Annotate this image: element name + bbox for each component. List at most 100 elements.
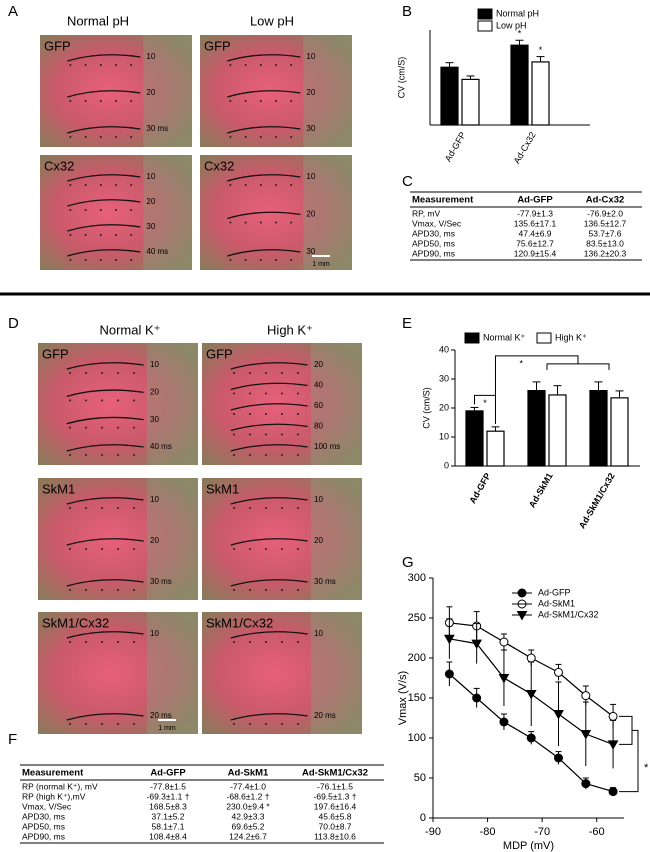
electrode bbox=[281, 372, 283, 374]
marker bbox=[608, 711, 618, 721]
table-cell: 136.2±20.3 bbox=[584, 248, 627, 258]
electrode bbox=[130, 259, 133, 261]
electrode bbox=[101, 372, 103, 374]
bar bbox=[486, 430, 505, 467]
y-tick-label: 150 bbox=[408, 692, 426, 704]
electrode bbox=[133, 589, 135, 591]
bar bbox=[461, 78, 480, 126]
electrode bbox=[265, 641, 267, 643]
table-cell: 69.6±5.2 bbox=[231, 821, 264, 831]
table-header: Measurement bbox=[22, 768, 84, 779]
electrode bbox=[85, 426, 87, 429]
electrode bbox=[265, 589, 267, 591]
legend-swatch bbox=[464, 332, 480, 344]
table-cell: RP (normal K⁺), mV bbox=[22, 781, 98, 791]
panel-label: B bbox=[402, 3, 412, 20]
electrode bbox=[133, 426, 135, 429]
isochrone-label: 80 bbox=[314, 422, 323, 431]
y-tick-label: 0 bbox=[444, 460, 449, 470]
column-title: Normal pH bbox=[67, 13, 129, 28]
x-axis-label: MDP (mV) bbox=[503, 840, 554, 852]
electrode bbox=[115, 184, 117, 186]
electrode bbox=[115, 100, 117, 102]
photo-label: Cx32 bbox=[44, 158, 74, 173]
y-axis-label: Vmax (V/s) bbox=[397, 671, 409, 725]
isochrone bbox=[67, 174, 141, 182]
photo-label: GFP bbox=[44, 38, 71, 53]
isochrone bbox=[227, 126, 301, 134]
table-cell: -69.5±1.3 † bbox=[314, 791, 357, 801]
electrode bbox=[99, 136, 102, 138]
isochrone-label: 20 bbox=[150, 536, 159, 545]
isochrone bbox=[230, 538, 308, 546]
photo-label: SkM1/Cx32 bbox=[206, 615, 273, 630]
electrode bbox=[101, 399, 103, 402]
y-tick-label: 30 bbox=[439, 373, 449, 383]
panel-label: A bbox=[8, 3, 18, 20]
electrode bbox=[69, 209, 72, 211]
table-cell: RP (high K⁺),mV bbox=[22, 791, 86, 801]
photo-label: GFP bbox=[204, 38, 231, 53]
electrode bbox=[101, 589, 103, 591]
electrode bbox=[130, 64, 133, 66]
electrode bbox=[297, 589, 299, 591]
electrode bbox=[84, 64, 87, 66]
marker bbox=[498, 674, 510, 684]
table-cell: APD50, ms bbox=[22, 821, 65, 831]
electrode bbox=[229, 136, 232, 138]
isochrone bbox=[230, 444, 308, 452]
electrode bbox=[281, 507, 283, 509]
marker bbox=[525, 690, 537, 700]
isochrone-label: 20 ms bbox=[314, 711, 336, 720]
electrode bbox=[233, 589, 235, 591]
table-header: Ad-GFP bbox=[517, 195, 553, 206]
legend-label: Ad-SkM1/Cx32 bbox=[538, 609, 599, 619]
electrode bbox=[259, 259, 262, 261]
electrode bbox=[101, 548, 103, 550]
electrode bbox=[281, 413, 283, 415]
marker bbox=[580, 730, 592, 740]
electrode bbox=[229, 64, 232, 66]
table-cell: 108.4±8.4 bbox=[149, 831, 187, 841]
electrode bbox=[249, 641, 251, 643]
isochrone bbox=[66, 444, 144, 452]
bracket bbox=[619, 715, 639, 793]
electrode bbox=[265, 392, 267, 395]
photo-shade bbox=[310, 612, 362, 734]
electrode bbox=[265, 372, 267, 374]
x-tick-label: Ad-GFP bbox=[467, 471, 492, 505]
electrode bbox=[265, 548, 267, 550]
marker bbox=[554, 667, 564, 677]
electrode bbox=[275, 136, 277, 138]
table-cell: 47.4±6.9 bbox=[518, 228, 551, 238]
annotation: * bbox=[483, 398, 487, 408]
marker bbox=[472, 693, 482, 703]
electrode bbox=[69, 100, 72, 102]
electrode bbox=[249, 723, 251, 725]
electrode bbox=[69, 184, 72, 186]
electrode bbox=[115, 259, 117, 261]
photo-shade bbox=[303, 35, 352, 147]
legend-label: Low pH bbox=[496, 20, 527, 30]
isochrone bbox=[227, 211, 301, 220]
electrode bbox=[84, 136, 87, 138]
electrode bbox=[229, 100, 232, 102]
electrode bbox=[85, 507, 87, 509]
electrode bbox=[85, 589, 87, 591]
electrode bbox=[290, 100, 293, 102]
isochrone-label: 10 bbox=[314, 495, 323, 504]
y-tick-label: 200 bbox=[408, 652, 426, 664]
isochrone-label: 40 bbox=[314, 381, 323, 390]
isochrone-label: 10 bbox=[150, 629, 159, 638]
electrode bbox=[130, 209, 133, 211]
electrode bbox=[249, 433, 251, 436]
electrode bbox=[117, 454, 119, 456]
legend-label: Normal pH bbox=[496, 8, 539, 18]
x-tick-label: Ad-GFP bbox=[443, 130, 468, 163]
photo-label: GFP bbox=[42, 346, 69, 361]
bar bbox=[610, 397, 629, 467]
electrode bbox=[117, 399, 119, 402]
electrode bbox=[275, 221, 277, 224]
scale-label: 1 mm bbox=[158, 725, 176, 732]
electrode bbox=[101, 507, 103, 509]
